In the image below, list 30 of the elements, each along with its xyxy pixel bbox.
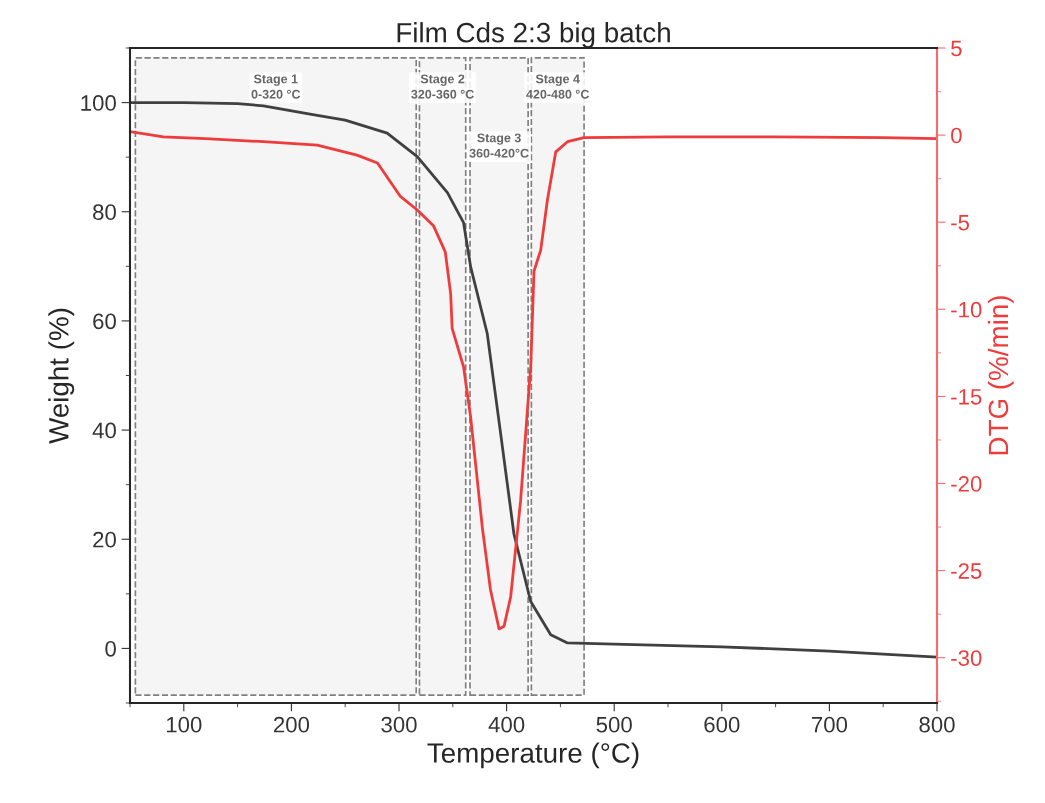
x-tick-label: 500 <box>596 716 632 733</box>
y2-tick-label: -5 <box>951 214 970 231</box>
x-tick-label: 100 <box>166 716 202 733</box>
y-tick-label: 0 <box>105 640 116 657</box>
x-tick-label: 200 <box>273 716 310 733</box>
y2-tick-label: -10 <box>951 301 982 318</box>
y2-tick-label: -20 <box>951 476 982 492</box>
y-tick-label: 80 <box>93 204 116 221</box>
y-tick-label: 20 <box>93 531 116 548</box>
x-tick-label: 300 <box>381 716 417 733</box>
y2-tick-label: -30 <box>951 650 982 666</box>
band-label: Stage 1 0-320 °C <box>251 74 301 99</box>
x-axis-title: Temperature (°C) <box>427 742 639 769</box>
y2-tick-label: 0 <box>951 127 962 144</box>
y-tick-label: 60 <box>93 313 116 330</box>
y2-tick-label: 5 <box>951 40 962 57</box>
x-tick-label: 600 <box>704 716 740 733</box>
band-label: Stage 2 320-360 °C <box>411 74 474 99</box>
y2-tick-label: -25 <box>951 563 982 579</box>
y2-axis-title: DTG (%/min) <box>987 296 1014 455</box>
band-label: Stage 3 360-420°C <box>469 133 529 158</box>
band-label: Stage 4 420-480 °C <box>526 74 590 99</box>
chart-title: Film Cds 2:3 big batch <box>397 22 670 48</box>
y-tick-label: 100 <box>81 95 116 111</box>
y2-tick-label: -15 <box>951 389 982 405</box>
x-tick-label: 800 <box>919 716 955 733</box>
x-tick-label: 700 <box>812 716 848 733</box>
y-tick-label: 40 <box>92 422 116 439</box>
y-axis-title: Weight (%) <box>48 308 75 444</box>
x-tick-label: 400 <box>488 716 525 733</box>
